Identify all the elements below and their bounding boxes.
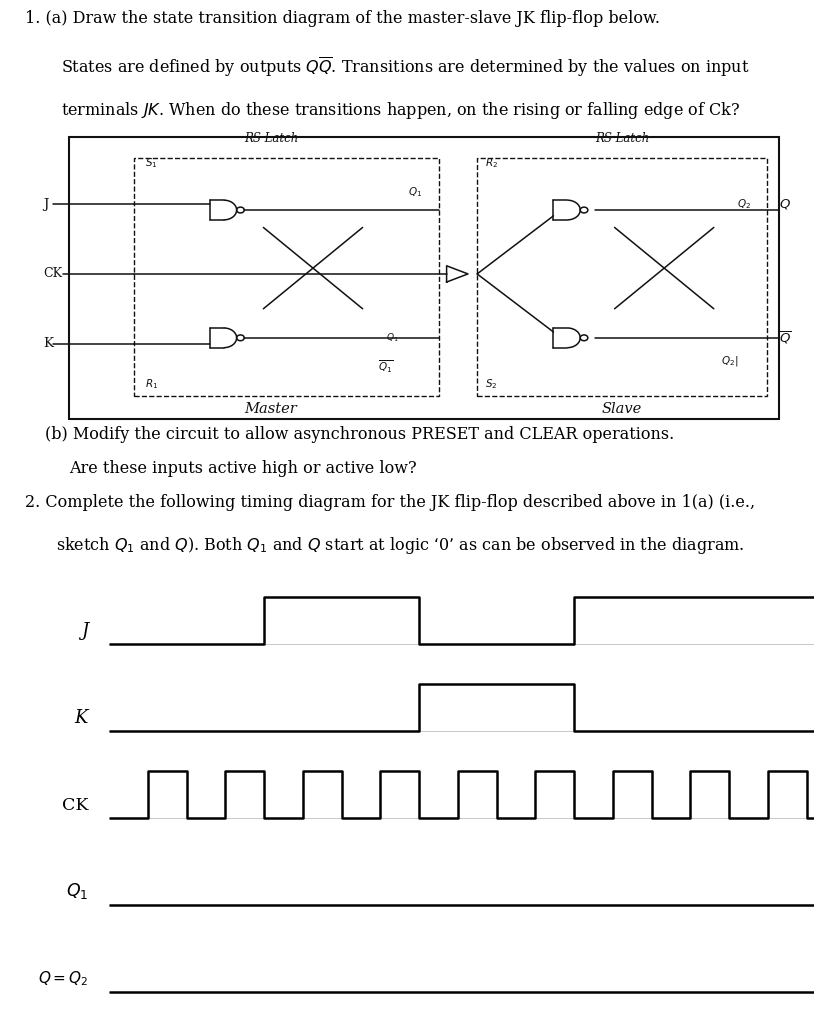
Text: $Q_1$: $Q_1$ xyxy=(385,331,398,344)
Text: Are these inputs active high or active low?: Are these inputs active high or active l… xyxy=(70,460,417,477)
Text: terminals $JK$. When do these transitions happen, on the rising or falling edge : terminals $JK$. When do these transition… xyxy=(61,99,741,121)
Text: States are defined by outputs $Q\overline{Q}$. Transitions are determined by the: States are defined by outputs $Q\overlin… xyxy=(61,55,750,79)
Text: K: K xyxy=(75,709,88,727)
Text: CK: CK xyxy=(44,267,63,281)
Text: $Q_1$: $Q_1$ xyxy=(409,185,423,200)
Text: (b) Modify the circuit to allow asynchronous PRESET and CLEAR operations.: (b) Modify the circuit to allow asynchro… xyxy=(45,426,675,443)
Text: $Q$: $Q$ xyxy=(779,198,790,211)
Text: $Q=Q_2$: $Q=Q_2$ xyxy=(38,970,88,988)
Text: CK: CK xyxy=(61,797,88,814)
Text: K: K xyxy=(44,337,54,350)
Text: $Q_2$: $Q_2$ xyxy=(737,198,751,211)
Text: J: J xyxy=(81,622,88,640)
Text: 2. Complete the following timing diagram for the JK flip-flop described above in: 2. Complete the following timing diagram… xyxy=(25,494,755,511)
Text: $S_1$: $S_1$ xyxy=(145,157,158,170)
Text: $R_1$: $R_1$ xyxy=(145,377,159,391)
Text: $R_2$: $R_2$ xyxy=(485,157,498,170)
Text: $\overline{Q}$: $\overline{Q}$ xyxy=(779,330,791,346)
Text: Master: Master xyxy=(245,402,297,416)
Text: 1. (a) Draw the state transition diagram of the master-slave JK flip-flop below.: 1. (a) Draw the state transition diagram… xyxy=(25,10,660,28)
Bar xyxy=(477,158,767,396)
Text: $S_2$: $S_2$ xyxy=(485,377,498,391)
Text: sketch $Q_1$ and $Q$). Both $Q_1$ and $Q$ start at logic ‘0’ as can be observed : sketch $Q_1$ and $Q$). Both $Q_1$ and $Q… xyxy=(55,535,744,556)
Text: Slave: Slave xyxy=(602,402,643,416)
Text: $\overline{Q_1}$: $\overline{Q_1}$ xyxy=(378,358,393,375)
Text: $Q_1$: $Q_1$ xyxy=(65,881,88,901)
Text: RS Latch: RS Latch xyxy=(244,132,298,145)
Text: $Q_{2}|$: $Q_{2}|$ xyxy=(722,354,739,368)
Bar xyxy=(133,158,439,396)
Text: J: J xyxy=(44,198,49,211)
Text: RS Latch: RS Latch xyxy=(595,132,649,145)
